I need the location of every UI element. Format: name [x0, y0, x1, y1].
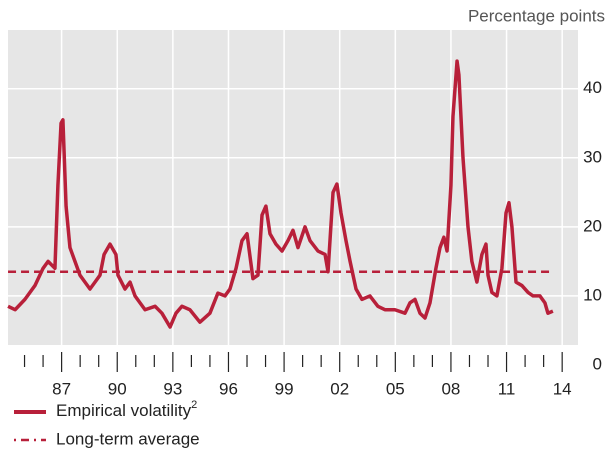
- footnote-marker: 2: [191, 399, 197, 411]
- y-tick-label: 30: [583, 147, 602, 166]
- marks: [7, 59, 554, 329]
- y-tick-label: 20: [583, 216, 602, 235]
- y-tick-label: 10: [583, 285, 602, 304]
- x-tick-label: 96: [219, 379, 238, 398]
- unit-label: Percentage points: [468, 6, 605, 25]
- x-tick-label: 87: [52, 379, 71, 398]
- x-tick-label: 05: [386, 379, 405, 398]
- x-tick-label: 14: [553, 379, 572, 398]
- legend-label: Long-term average: [56, 429, 200, 448]
- y-tick-label: 40: [583, 78, 602, 97]
- y-tick-label: 0: [593, 354, 602, 373]
- grid: [8, 30, 578, 345]
- x-tick-label: 11: [498, 379, 516, 398]
- x-tick-label: 02: [330, 379, 349, 398]
- x-tick-label: 90: [108, 379, 127, 398]
- x-tick-label: 99: [275, 379, 294, 398]
- series-line: [7, 59, 554, 329]
- x-tick-label: 08: [441, 379, 460, 398]
- legend-label: Empirical volatility2: [56, 399, 197, 421]
- legend-text: Empirical volatility: [56, 401, 192, 420]
- plot-background: [8, 30, 578, 345]
- x-tick-label: 93: [163, 379, 182, 398]
